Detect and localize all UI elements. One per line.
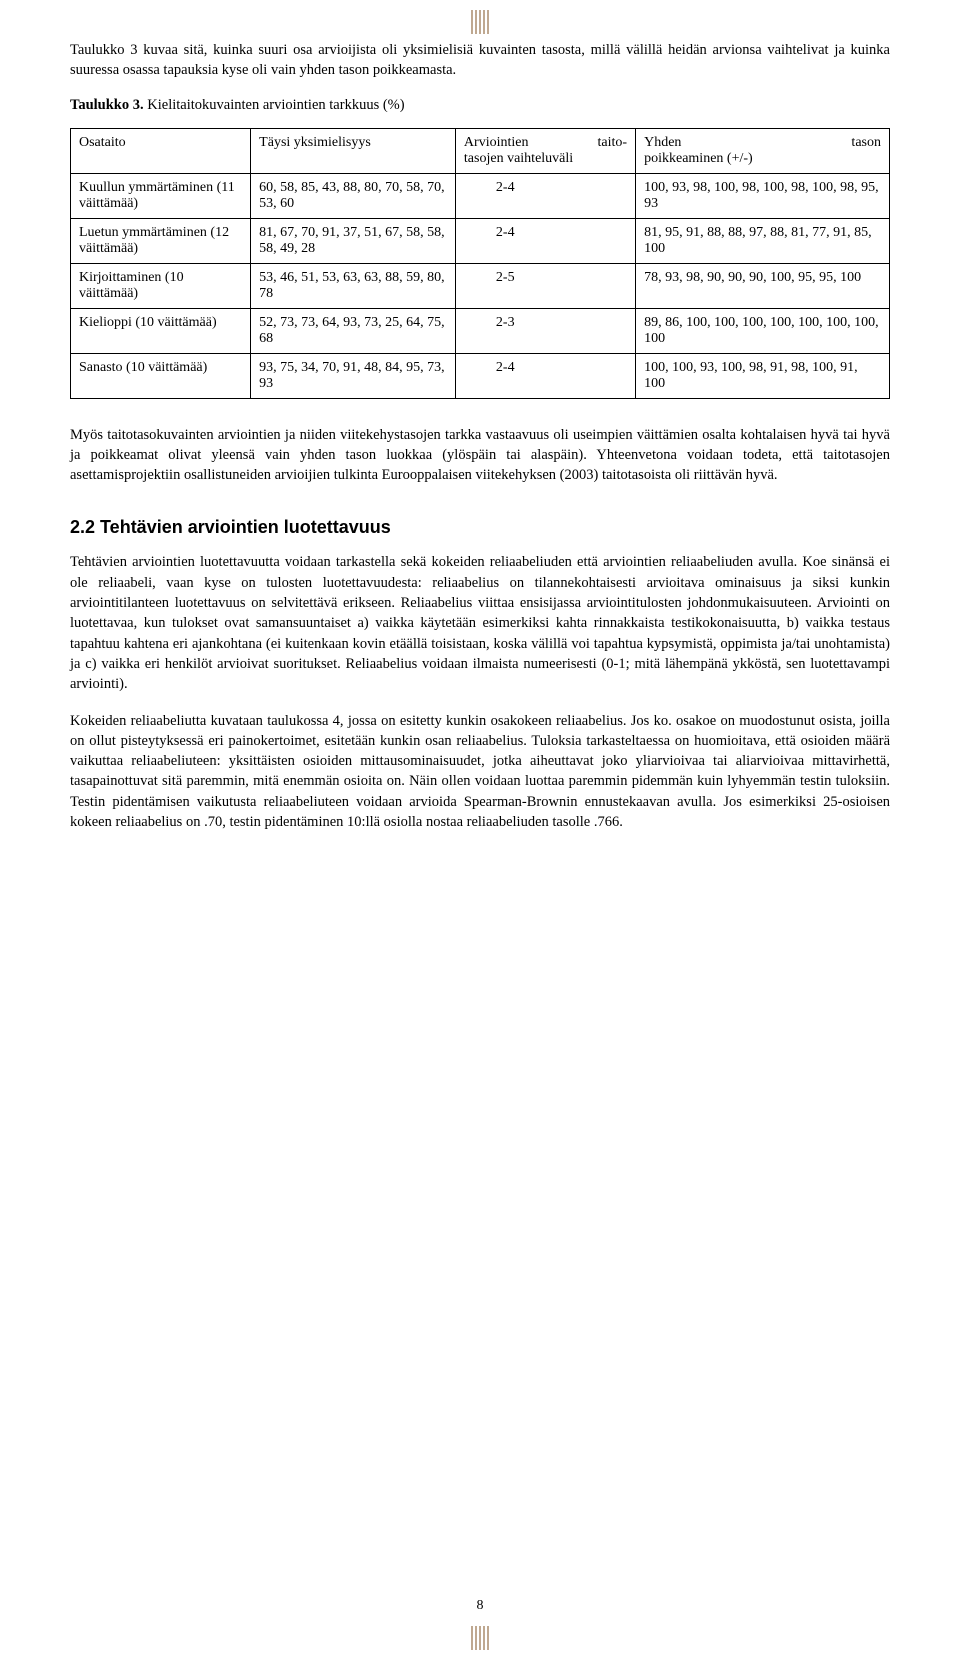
cell-osataito: Kuullun ymmärtäminen (11 väittämää) (71, 173, 251, 218)
table3-heading: Taulukko 3. Kielitaitokuvainten arvioint… (70, 97, 890, 114)
cell-arvo: 2-4 (455, 173, 635, 218)
th-yhden: Yhden tasonpoikkeaminen (+/-) (636, 128, 890, 173)
cell-arvo: 2-4 (455, 218, 635, 263)
table3-heading-rest: Kielitaitokuvainten arviointien tarkkuus… (144, 97, 405, 113)
cell-yhden: 100, 93, 98, 100, 98, 100, 98, 100, 98, … (636, 173, 890, 218)
section-2-2-para2: Kokeiden reliaabeliutta kuvataan tauluko… (70, 711, 890, 833)
table-row: Kuullun ymmärtäminen (11 väittämää)60, 5… (71, 173, 890, 218)
cell-yhden: 100, 100, 93, 100, 98, 91, 98, 100, 91, … (636, 353, 890, 398)
top-page-marks (471, 10, 489, 34)
cell-osataito: Kielioppi (10 väittämää) (71, 308, 251, 353)
th-osataito: Osataito (71, 128, 251, 173)
table-row: Sanasto (10 väittämää)93, 75, 34, 70, 91… (71, 353, 890, 398)
cell-taysi: 53, 46, 51, 53, 63, 63, 88, 59, 80, 78 (251, 263, 456, 308)
intro-paragraph: Taulukko 3 kuvaa sitä, kuinka suuri osa … (70, 40, 890, 81)
cell-taysi: 93, 75, 34, 70, 91, 48, 84, 95, 73, 93 (251, 353, 456, 398)
bottom-page-marks (471, 1626, 489, 1650)
cell-taysi: 52, 73, 73, 64, 93, 73, 25, 64, 75, 68 (251, 308, 456, 353)
page-number: 8 (477, 1598, 484, 1614)
th-arvo: Arviointien taito-tasojen vaihteluväli (455, 128, 635, 173)
table-row: Luetun ymmärtäminen (12 väittämää)81, 67… (71, 218, 890, 263)
cell-osataito: Kirjoittaminen (10 väittämää) (71, 263, 251, 308)
cell-yhden: 78, 93, 98, 90, 90, 90, 100, 95, 95, 100 (636, 263, 890, 308)
table3-header-row: Osataito Täysi yksimielisyys Arviointien… (71, 128, 890, 173)
cell-yhden: 89, 86, 100, 100, 100, 100, 100, 100, 10… (636, 308, 890, 353)
cell-osataito: Sanasto (10 väittämää) (71, 353, 251, 398)
cell-taysi: 81, 67, 70, 91, 37, 51, 67, 58, 58, 58, … (251, 218, 456, 263)
after-table-paragraph: Myös taitotasokuvainten arviointien ja n… (70, 425, 890, 486)
cell-taysi: 60, 58, 85, 43, 88, 80, 70, 58, 70, 53, … (251, 173, 456, 218)
table-row: Kirjoittaminen (10 väittämää)53, 46, 51,… (71, 263, 890, 308)
page: Taulukko 3 kuvaa sitä, kuinka suuri osa … (0, 0, 960, 1670)
table3: Osataito Täysi yksimielisyys Arviointien… (70, 128, 890, 399)
cell-arvo: 2-3 (455, 308, 635, 353)
cell-osataito: Luetun ymmärtäminen (12 väittämää) (71, 218, 251, 263)
th-taysi: Täysi yksimielisyys (251, 128, 456, 173)
table3-heading-bold: Taulukko 3. (70, 97, 144, 113)
section-2-2-para1: Tehtävien arviointien luotettavuutta voi… (70, 552, 890, 694)
section-2-2-title: 2.2 Tehtävien arviointien luotettavuus (70, 517, 890, 538)
cell-yhden: 81, 95, 91, 88, 88, 97, 88, 81, 77, 91, … (636, 218, 890, 263)
table-row: Kielioppi (10 väittämää)52, 73, 73, 64, … (71, 308, 890, 353)
cell-arvo: 2-5 (455, 263, 635, 308)
cell-arvo: 2-4 (455, 353, 635, 398)
